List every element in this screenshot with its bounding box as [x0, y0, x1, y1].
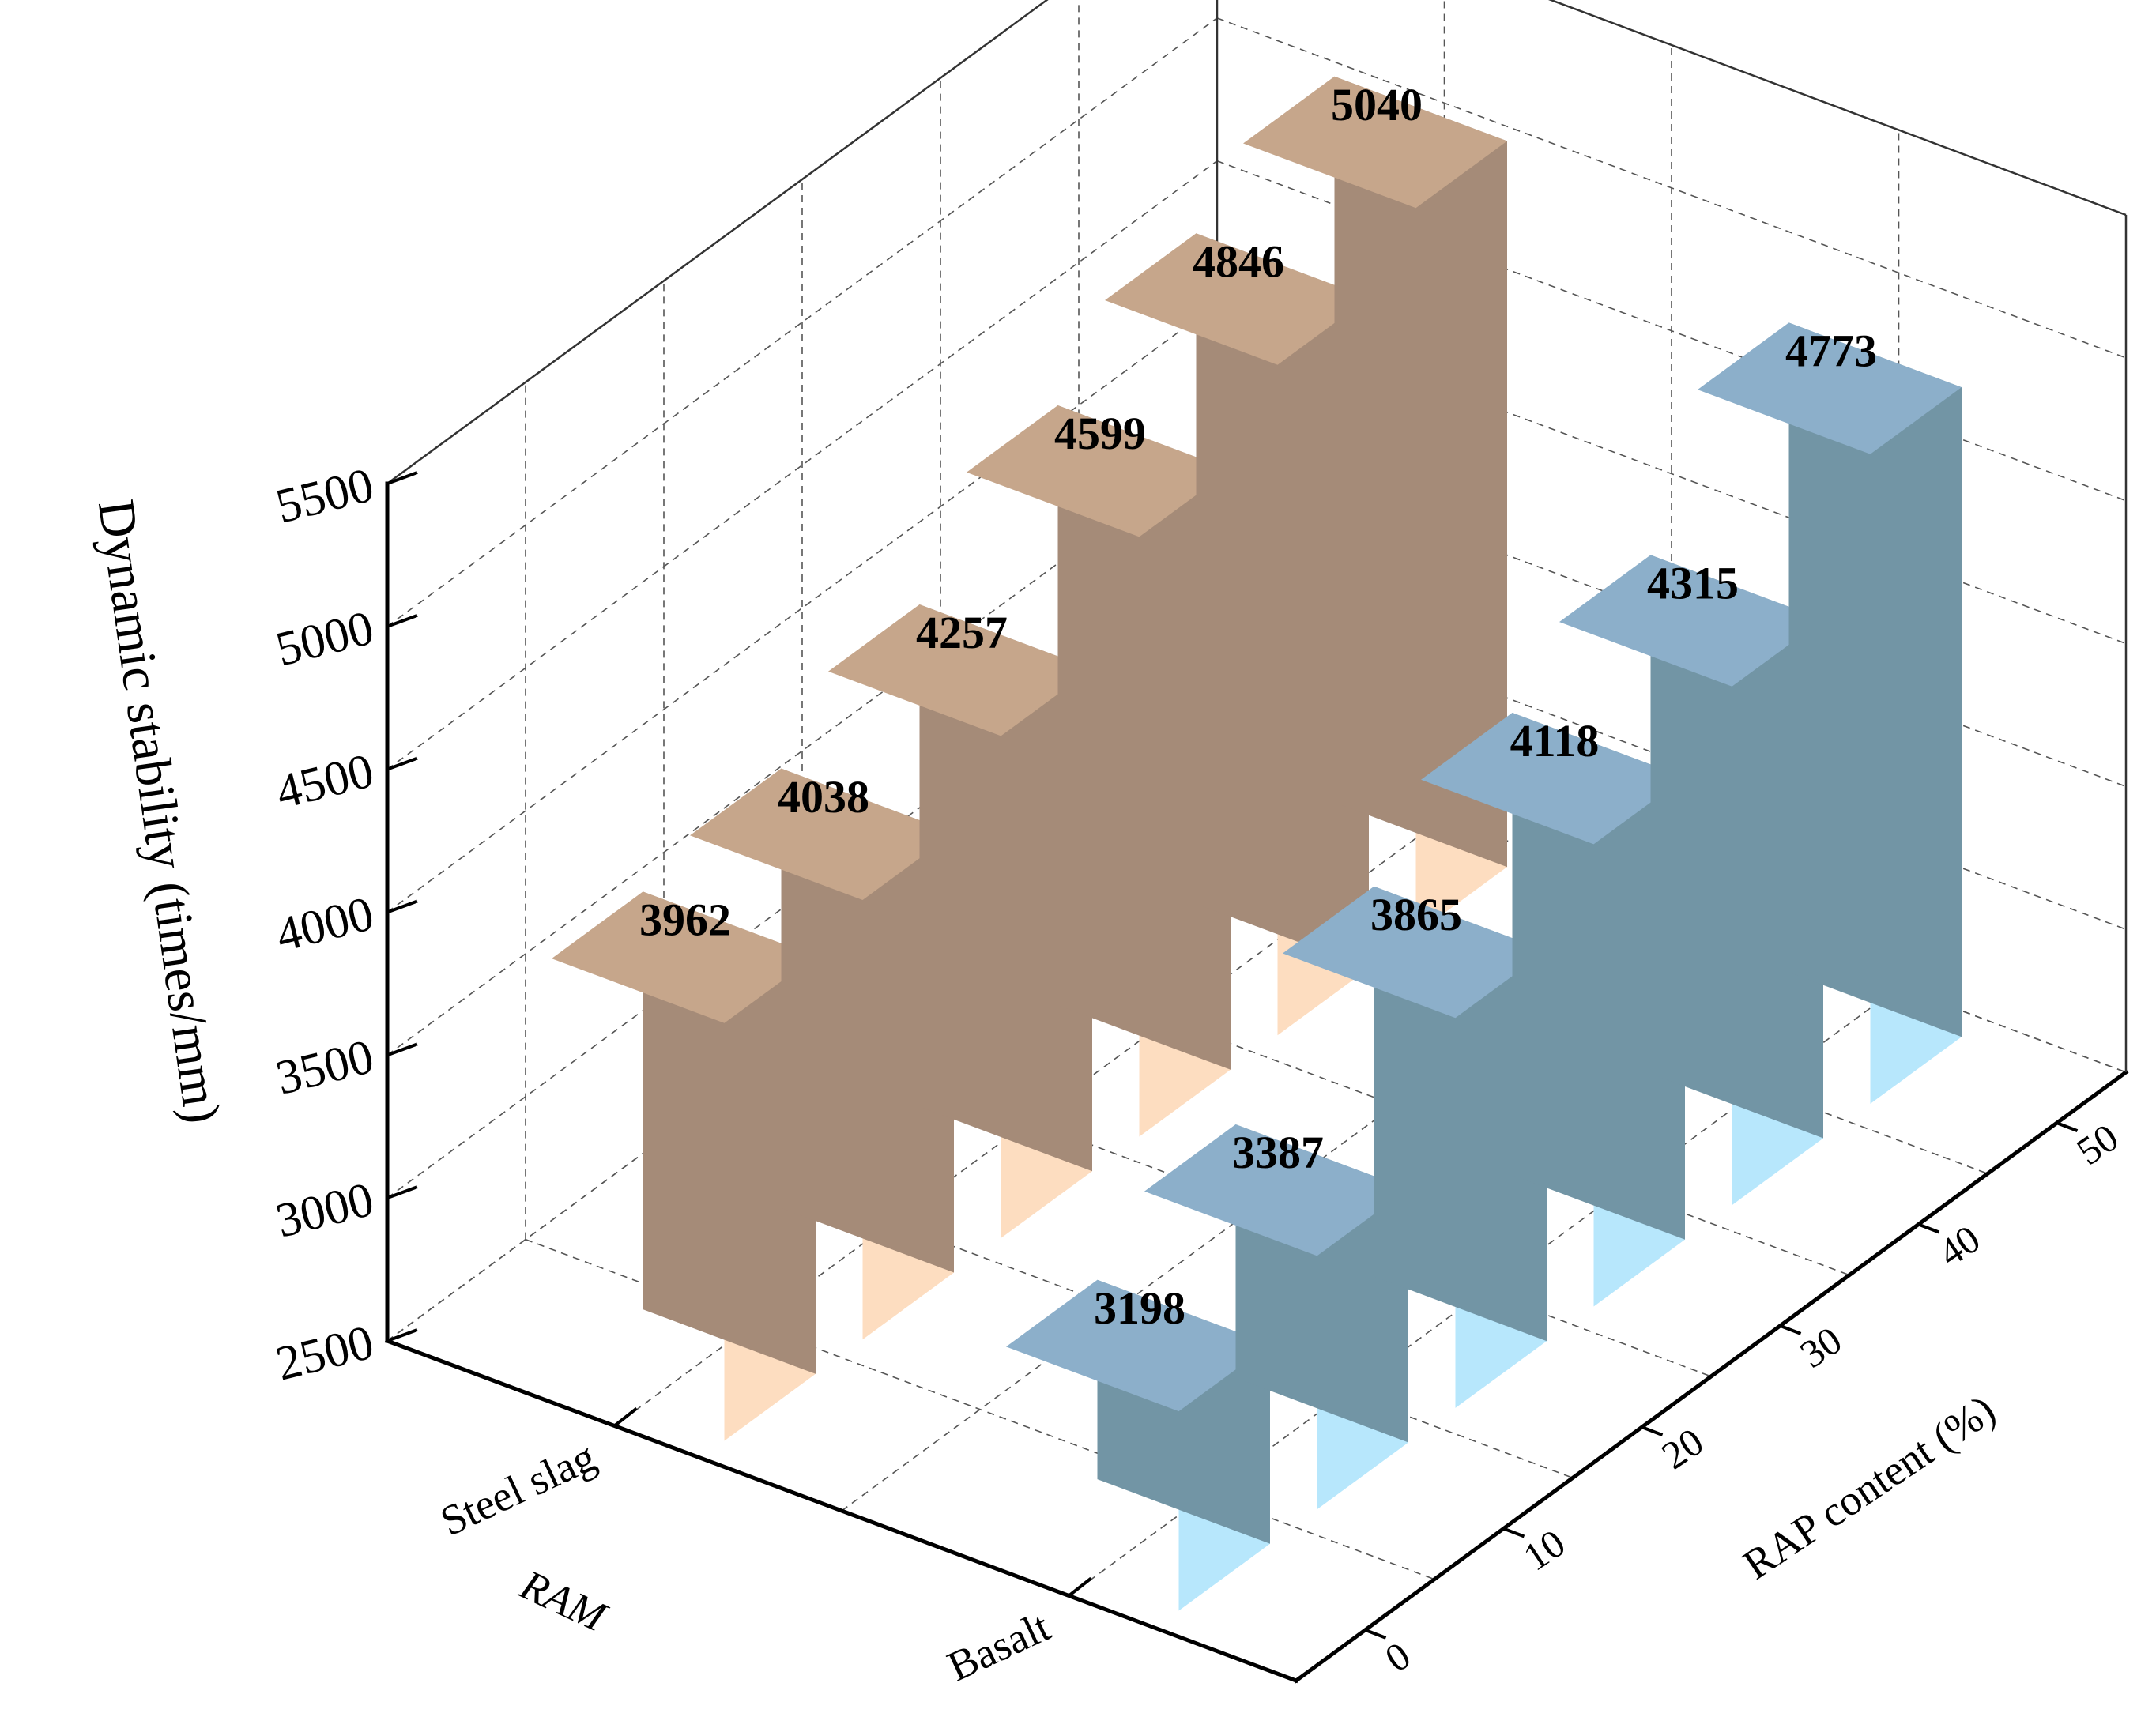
- y-tick-label: 0: [1377, 1633, 1418, 1681]
- data-label: 4118: [1510, 715, 1600, 766]
- bar-side-face: [1512, 713, 1685, 1240]
- x-tick-label: Steel slag: [433, 1433, 602, 1545]
- bar-top-face: [1006, 1279, 1270, 1412]
- y-tick-label: 20: [1653, 1419, 1711, 1478]
- bar-side-face: [919, 604, 1092, 1172]
- bar: 3962: [552, 891, 816, 1441]
- bar-top-face: [1105, 233, 1369, 365]
- bars: 3962 4038 4257 4599 4846 5040 3198 3387 3865 4118…: [552, 76, 1962, 1611]
- z-tick: [386, 471, 418, 485]
- z-tick-label: 4000: [271, 887, 379, 962]
- z-tick: [386, 756, 418, 771]
- data-label: 4773: [1785, 326, 1877, 377]
- y-tick-label: 40: [1930, 1216, 1988, 1275]
- x-axis-title: RAM: [513, 1561, 616, 1642]
- data-label: 3865: [1370, 889, 1462, 940]
- z-axis-title: Dynamic stability (times/mm): [87, 496, 232, 1127]
- grid-line-floor-a: [525, 1238, 1435, 1580]
- z-tick-label: 3500: [271, 1030, 379, 1105]
- bar-top-face: [1144, 1124, 1408, 1256]
- y-tick-label: 30: [1792, 1318, 1849, 1376]
- bar-top-face: [1698, 322, 1962, 454]
- bar-top-face: [1283, 886, 1547, 1019]
- bar: 3198: [1006, 1279, 1270, 1611]
- y-axis-title: RAP content (%): [1735, 1386, 2003, 1589]
- bar-top-face: [1559, 555, 1823, 687]
- y-tick-label: 10: [1515, 1520, 1573, 1579]
- z-tick: [386, 613, 418, 628]
- bar-side-face: [1057, 405, 1231, 1070]
- data-label: 4846: [1193, 236, 1284, 288]
- bar-top-face: [967, 405, 1231, 537]
- x-axis-line: [384, 1338, 1299, 1684]
- data-label: 3962: [639, 894, 731, 946]
- y-tick: [1364, 1628, 1387, 1640]
- x-tick: [1068, 1576, 1092, 1598]
- data-label: 4315: [1647, 558, 1739, 609]
- bar-side-face: [1334, 76, 1507, 868]
- x-tick: [613, 1406, 638, 1428]
- frame-top-right: [1547, 0, 2127, 217]
- y-tick: [1502, 1527, 1525, 1538]
- z-tick-label: 3000: [271, 1173, 379, 1248]
- axes: [384, 0, 2129, 1684]
- data-label: 3387: [1232, 1127, 1324, 1178]
- z-tick: [386, 1185, 418, 1200]
- z-tick-label: 5500: [271, 458, 379, 534]
- bar-side-face: [1650, 555, 1823, 1139]
- bar-side-face: [781, 768, 954, 1273]
- data-label: 4599: [1054, 408, 1146, 459]
- bar: 4773: [1698, 322, 1962, 1104]
- bar-top-face: [1421, 713, 1685, 845]
- z-tick: [386, 1042, 418, 1057]
- z-tick: [386, 1328, 418, 1342]
- y-tick-label: 50: [2068, 1115, 2126, 1173]
- data-label: 3198: [1094, 1282, 1185, 1334]
- y-axis-line: [1293, 1069, 2129, 1684]
- bar-side-face: [1788, 322, 1962, 1037]
- y-tick: [1917, 1222, 1940, 1234]
- z-tick-label: 5000: [271, 601, 379, 676]
- bar-top-face: [690, 768, 954, 900]
- bar-top-face: [828, 604, 1092, 736]
- y-tick: [1641, 1425, 1664, 1437]
- z-tick: [386, 899, 418, 914]
- bar-top-face: [552, 891, 816, 1023]
- bar-side-face: [1196, 233, 1369, 969]
- bar-side-face: [643, 891, 816, 1374]
- z-tick-label: 2500: [271, 1316, 379, 1391]
- frame-top-back: [386, 0, 1049, 485]
- x-tick-label: Basalt: [940, 1602, 1057, 1690]
- data-label: 5040: [1331, 79, 1423, 130]
- data-label: 4257: [916, 607, 1008, 658]
- y-tick: [1779, 1324, 1802, 1335]
- grid-line-side-h: [1216, 303, 2127, 645]
- y-tick: [2056, 1121, 2079, 1133]
- bar-top-face: [1243, 76, 1507, 209]
- z-tick-label: 4500: [271, 744, 379, 819]
- data-label: 4038: [778, 771, 869, 823]
- bar: 3387: [1144, 1124, 1408, 1510]
